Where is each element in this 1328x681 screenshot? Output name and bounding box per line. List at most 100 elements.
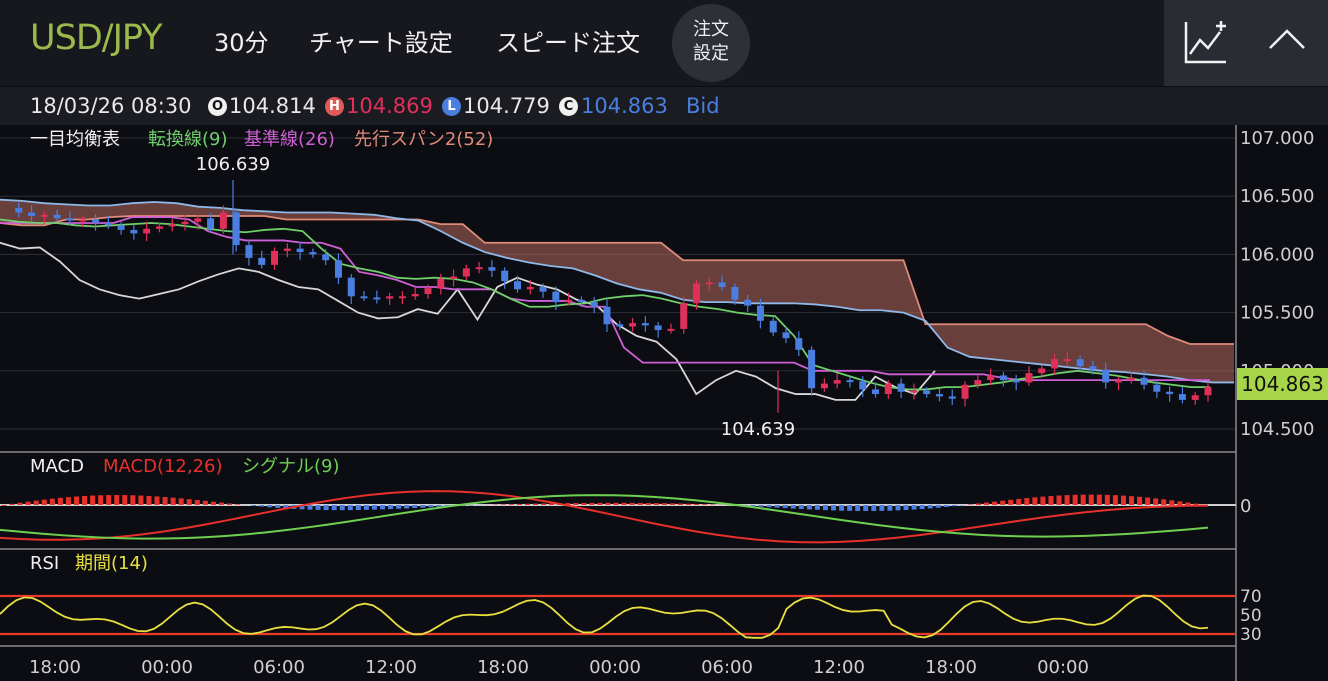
- candle-body: [334, 260, 342, 278]
- collapse-button[interactable]: [1246, 0, 1328, 86]
- kijun-legend: 基準線(26): [244, 129, 335, 150]
- speed-order-button[interactable]: スピード注文: [496, 29, 640, 57]
- candle-body: [756, 305, 764, 321]
- time-tick-label: 06:00: [701, 657, 753, 678]
- macd-hist-bar: [98, 495, 104, 505]
- time-tick-label: 00:00: [141, 657, 193, 678]
- candle-body: [309, 252, 317, 255]
- order-settings-label-1: 注文: [693, 19, 729, 40]
- candle-body: [28, 212, 36, 216]
- macd-hist-bar: [758, 505, 764, 507]
- candle-body: [1204, 387, 1212, 396]
- macd-hist-bar: [951, 505, 957, 507]
- macd-hist-bar: [1, 505, 7, 506]
- macd-hist-bar: [299, 505, 305, 510]
- price-tick-label: 104.500: [1240, 419, 1314, 440]
- low-value: 104.779: [463, 94, 550, 118]
- macd-hist-bar: [420, 505, 426, 508]
- candle-body: [437, 278, 445, 289]
- macd-hist-bar: [887, 505, 893, 511]
- open-value: 104.814: [229, 94, 316, 118]
- macd-hist-bar: [73, 496, 79, 505]
- span-b-line: [0, 215, 1234, 345]
- macd-hist-bar: [1137, 496, 1143, 505]
- rsi-panel: [0, 594, 1236, 639]
- candle-body: [1127, 377, 1135, 381]
- macd-legend: MACD(12,26): [103, 456, 223, 477]
- candle-body: [846, 380, 854, 383]
- macd-hist-bar: [605, 502, 611, 505]
- candle-body: [15, 207, 23, 213]
- macd-panel: [0, 490, 1236, 544]
- macd-hist-bar: [218, 502, 224, 505]
- add-indicator-button[interactable]: [1164, 0, 1246, 86]
- chart-settings-button[interactable]: チャート設定: [309, 29, 453, 57]
- macd-hist-bar: [822, 505, 828, 511]
- tenkan-legend: 転換線(9): [148, 129, 228, 150]
- macd-hist-bar: [589, 502, 595, 505]
- tenkan-line: [0, 218, 1210, 391]
- candle-body: [641, 323, 649, 326]
- macd-hist-bar: [106, 495, 112, 505]
- macd-hist-bar: [146, 495, 152, 505]
- macd-hist-bar: [1056, 495, 1062, 505]
- macd-hist-bar: [984, 502, 990, 505]
- candle-body: [155, 226, 163, 229]
- candle-body: [872, 389, 880, 395]
- rsi-tick-label: 30: [1240, 625, 1262, 645]
- macd-hist-bar: [1193, 503, 1199, 505]
- chart-area[interactable]: 0705030107.000106.500106.000105.500105.0…: [0, 125, 1328, 681]
- order-settings-button[interactable]: 注文 設定: [672, 4, 750, 82]
- macd-hist-bar: [202, 500, 208, 505]
- macd-hist-bar: [396, 505, 402, 509]
- macd-hist-bar: [621, 502, 627, 505]
- candle-body: [1153, 384, 1161, 392]
- macd-hist-bar: [1072, 494, 1078, 505]
- macd-hist-bar: [307, 505, 313, 510]
- macd-hist-bar: [275, 505, 281, 508]
- macd-hist-bar: [782, 505, 788, 509]
- macd-hist-bar: [678, 503, 684, 505]
- cloud-fill: [0, 199, 1234, 383]
- macd-hist-bar: [645, 502, 651, 505]
- candle-body: [194, 218, 202, 222]
- macd-hist-bar: [210, 501, 216, 505]
- candle-body: [680, 303, 688, 329]
- candle-body: [603, 306, 611, 325]
- candle-body: [104, 222, 112, 226]
- rsi-line: [0, 594, 1209, 639]
- ohlc-info-bar: 18/03/26 08:30 O 104.814 H 104.869 L 104…: [0, 87, 1328, 125]
- timeframe-selector[interactable]: 30分: [214, 29, 269, 57]
- macd-hist-bar: [25, 501, 31, 505]
- macd-hist-bar: [565, 503, 571, 505]
- candle-body: [373, 297, 381, 300]
- candle-body: [398, 296, 406, 299]
- candle-body: [92, 219, 100, 223]
- macd-hist-bar: [33, 500, 39, 505]
- macd-hist-bar: [855, 505, 861, 511]
- candle-body: [974, 380, 982, 385]
- macd-hist-bar: [573, 502, 579, 505]
- candle-body: [232, 212, 240, 246]
- macd-hist-bar: [267, 505, 273, 508]
- high-icon: H: [325, 97, 344, 116]
- macd-hist-bar: [774, 505, 780, 508]
- candle-body: [513, 281, 521, 290]
- macd-hist-bar: [1177, 501, 1183, 505]
- high-annotation: 106.639: [196, 154, 270, 175]
- macd-hist-bar: [235, 504, 241, 505]
- macd-hist-bar: [41, 499, 47, 505]
- macd-hist-bar: [130, 495, 136, 505]
- span-a-line: [0, 198, 1234, 384]
- macd-hist-bar: [1145, 497, 1151, 505]
- candle-body: [1051, 359, 1059, 369]
- time-tick-label: 00:00: [1037, 657, 1089, 678]
- close-icon: C: [559, 97, 578, 116]
- currency-pair-selector[interactable]: USD/JPY: [30, 18, 163, 58]
- macd-hist-bar: [1153, 498, 1159, 505]
- macd-hist-bar: [363, 505, 369, 510]
- close-value: 104.863: [581, 94, 668, 118]
- macd-hist-bar: [613, 502, 619, 505]
- candle-body: [987, 375, 995, 381]
- macd-hist-bar: [1008, 499, 1014, 505]
